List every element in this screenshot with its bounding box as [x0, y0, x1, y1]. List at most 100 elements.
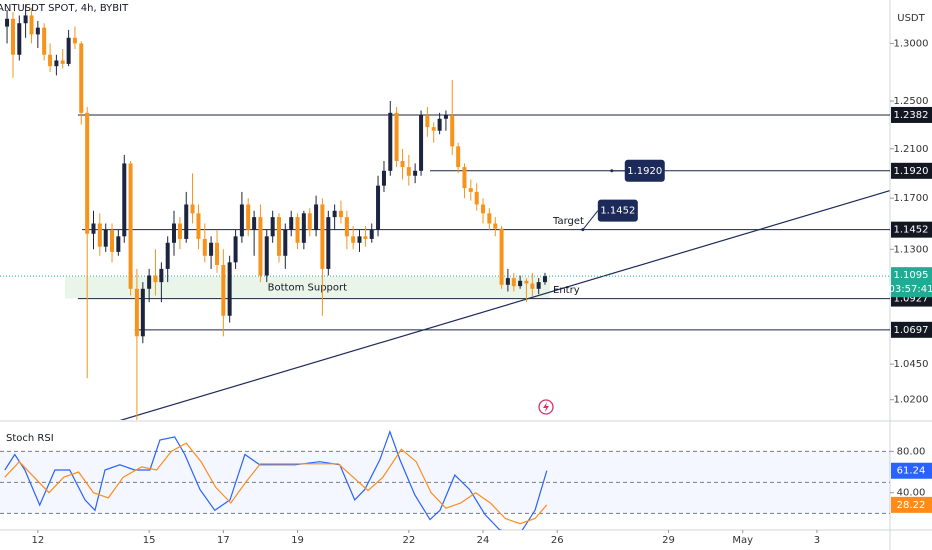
- y-tick-label: 1.1700: [894, 193, 929, 204]
- level-label: 1.0927: [894, 294, 929, 305]
- x-tick-label: 17: [217, 535, 230, 546]
- y-tick-label: 1.0200: [894, 395, 929, 406]
- candle-body: [289, 217, 294, 230]
- candle-body: [215, 242, 220, 265]
- candle-body: [270, 217, 275, 237]
- candle-body: [116, 236, 121, 252]
- candle-body: [29, 15, 34, 35]
- x-tick-label: 29: [662, 535, 675, 546]
- candle-body: [505, 278, 510, 285]
- x-tick-label: 22: [402, 535, 415, 546]
- callout-label: 1.1920: [627, 166, 662, 177]
- candle-body: [276, 217, 281, 256]
- candle-body: [456, 146, 461, 168]
- candle-body: [406, 167, 411, 176]
- alert-circle[interactable]: [538, 399, 554, 415]
- candle-body: [443, 115, 448, 119]
- x-tick-label: 19: [291, 535, 304, 546]
- candle-body: [91, 223, 96, 234]
- y-tick-label: 1.2100: [894, 144, 929, 155]
- stoch-pane: [0, 429, 890, 530]
- level-label-box: [891, 221, 932, 238]
- candle-body: [518, 280, 523, 287]
- y-tick-label: 40.00: [897, 488, 926, 499]
- level-label-box: [891, 162, 932, 179]
- x-tick-label: May: [732, 535, 753, 546]
- trendline: [119, 190, 890, 420]
- alert-icon[interactable]: [538, 399, 554, 415]
- candle-body: [536, 282, 541, 289]
- candle-body: [103, 229, 108, 247]
- candle-body: [233, 236, 238, 263]
- candle-body: [140, 288, 145, 337]
- candle-body: [190, 204, 195, 214]
- candle-body: [437, 118, 442, 131]
- candle-body: [165, 242, 170, 269]
- candle-body: [122, 163, 127, 237]
- candle-body: [35, 27, 40, 35]
- candle-body: [400, 160, 405, 168]
- support-zone-label: Bottom Support: [268, 283, 347, 294]
- callout-connector: [582, 210, 599, 230]
- candle-body: [369, 229, 374, 239]
- candle-body: [153, 275, 158, 283]
- candle-body: [66, 37, 71, 64]
- candle-body: [314, 204, 319, 230]
- x-tick-label: 26: [551, 535, 564, 546]
- last-price-label: 1.1095: [894, 270, 929, 281]
- candle-body: [184, 204, 189, 239]
- callout-box: [597, 199, 638, 222]
- entry-annotation: Entry: [553, 285, 580, 296]
- level-label-box: [891, 106, 932, 123]
- candle-body: [450, 115, 455, 147]
- level-label: 1.1452: [894, 225, 929, 236]
- currency: USDT: [897, 13, 925, 24]
- candle-body: [239, 204, 244, 237]
- candle-body: [97, 223, 102, 247]
- candle-body: [419, 115, 424, 171]
- candle-body: [332, 210, 337, 218]
- y-tick-label: 1.3000: [894, 38, 929, 49]
- candle-body: [48, 54, 53, 67]
- candle-body: [493, 223, 498, 229]
- candle-body: [363, 236, 368, 239]
- candle-body: [134, 288, 139, 337]
- candle-body: [530, 283, 535, 289]
- candle-body: [376, 185, 381, 230]
- level-label: 1.1920: [894, 166, 929, 177]
- chart-title: ANTUSDT SPOT, 4h, BYBIT: [0, 3, 129, 14]
- candle-body: [301, 213, 306, 243]
- candle-body: [202, 238, 207, 256]
- candle-body: [487, 213, 492, 224]
- candle-body: [252, 217, 257, 230]
- candle-body: [307, 213, 312, 230]
- x-tick-label: 12: [31, 535, 44, 546]
- candle-body: [54, 60, 59, 67]
- candle-body: [10, 18, 15, 55]
- indicator-title: Stoch RSI: [6, 433, 54, 444]
- axes: 1.3000 1.2500 1.2100 1.1700 1.1300 1.0450 1.02…: [31, 38, 932, 546]
- support-zone: [64, 276, 550, 299]
- candle-body: [283, 229, 288, 256]
- alert-bolt[interactable]: [543, 402, 549, 412]
- candle-body: [344, 217, 349, 237]
- candle-body: [413, 170, 418, 176]
- candle-body: [388, 112, 393, 171]
- candle-body: [110, 229, 115, 252]
- y-tick-label: 1.0450: [894, 359, 929, 370]
- candle-body: [425, 115, 430, 128]
- stoch-line: [4, 442, 548, 525]
- candle-body: [42, 27, 47, 55]
- series-value-box: [891, 462, 932, 479]
- candle-body: [227, 262, 232, 316]
- target-annotation: Target: [552, 216, 584, 227]
- x-tick-label: 3: [814, 535, 820, 546]
- candle-body: [295, 217, 300, 243]
- last-price-box: [891, 267, 932, 298]
- candle-body: [264, 236, 269, 276]
- level-label: 1.0697: [894, 325, 929, 336]
- callout-label: 1.1452: [600, 206, 635, 217]
- series-value-box: [891, 496, 932, 513]
- candle-body: [177, 223, 182, 239]
